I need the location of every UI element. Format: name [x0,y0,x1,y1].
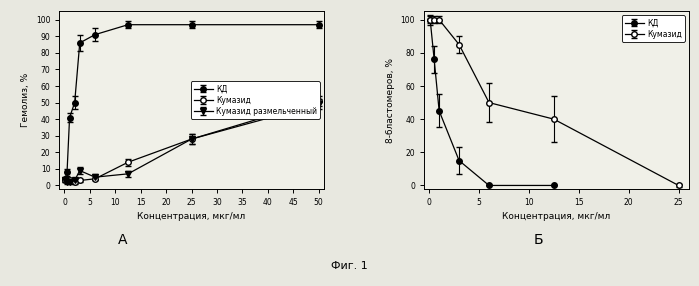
X-axis label: Концентрация, мкг/мл: Концентрация, мкг/мл [138,212,246,221]
Text: Б: Б [533,233,543,247]
Y-axis label: 8-бластомеров, %: 8-бластомеров, % [386,57,395,143]
X-axis label: Концентрация, мкг/мл: Концентрация, мкг/мл [502,212,610,221]
Text: Фиг. 1: Фиг. 1 [331,261,368,271]
Y-axis label: Гемолиз, %: Гемолиз, % [22,73,30,127]
Legend: КД, Кумазид: КД, Кумазид [621,15,685,42]
Legend: КД, Кумазид, Кумазид размельченный: КД, Кумазид, Кумазид размельченный [191,81,320,119]
Text: A: A [117,233,127,247]
